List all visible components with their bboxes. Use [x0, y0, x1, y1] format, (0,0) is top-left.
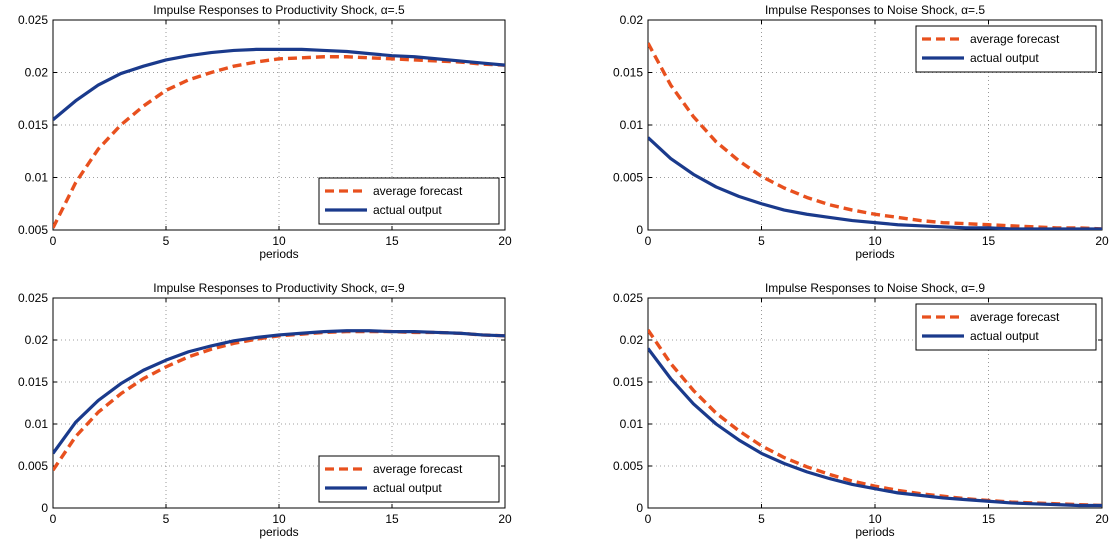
legend-label: average forecast [970, 310, 1060, 324]
x-tick-label: 15 [385, 234, 399, 248]
y-tick-label: 0.02 [620, 333, 644, 347]
y-tick-label: 0 [636, 223, 643, 237]
y-tick-label: 0.02 [25, 333, 49, 347]
x-tick-label: 20 [1095, 512, 1109, 526]
y-tick-label: 0 [636, 501, 643, 515]
x-tick-label: 10 [868, 234, 882, 248]
legend-box [318, 455, 500, 503]
x-tick-label: 10 [272, 512, 286, 526]
legend-box [318, 177, 500, 225]
chart-title: Impulse Responses to Noise Shock, α=.9 [765, 281, 985, 295]
y-tick-label: 0.005 [18, 223, 48, 237]
y-tick-label: 0.015 [613, 375, 643, 389]
chart-2: 0 5 10 15 20 0 0.005 0.01 0.015 0.02 Impulse Respo… [613, 3, 1109, 261]
x-tick-label: 0 [645, 234, 652, 248]
series-line-actual-output [53, 329, 505, 455]
legend: average forecast actual output [318, 177, 500, 225]
chart-1: 0 5 10 15 20 0.005 0.01 0.015 0.02 0.025 Impulse R… [18, 3, 512, 261]
x-tick-label: 15 [385, 512, 399, 526]
y-tick-label: 0.01 [25, 417, 49, 431]
y-tick-label: 0.01 [25, 171, 49, 185]
x-axis-label: periods [259, 525, 298, 539]
y-tick-label: 0.015 [18, 118, 48, 132]
y-tick-label: 0.02 [620, 13, 644, 27]
legend-box [915, 25, 1097, 73]
legend-label: average forecast [373, 462, 463, 476]
series-line-average-forecast [648, 42, 1102, 230]
chart-title: Impulse Responses to Productivity Shock,… [153, 3, 405, 17]
y-tick-label: 0.01 [620, 417, 644, 431]
series-line-actual-output [53, 47, 505, 121]
legend: average forecast actual output [915, 25, 1097, 73]
x-axis-label: periods [259, 247, 298, 261]
y-tick-label: 0.005 [613, 171, 643, 185]
x-tick-label: 5 [163, 512, 170, 526]
y-tick-label: 0.005 [18, 459, 48, 473]
legend-box [915, 303, 1097, 351]
y-tick-label: 0.015 [613, 66, 643, 80]
y-tick-label: 0.025 [18, 291, 48, 305]
x-tick-label: 0 [50, 512, 57, 526]
legend-label: actual output [373, 203, 442, 217]
legend-label: average forecast [373, 184, 463, 198]
y-tick-label: 0.025 [613, 291, 643, 305]
x-axis-label: periods [855, 525, 894, 539]
y-tick-label: 0.005 [613, 459, 643, 473]
chart-3: 0 5 10 15 20 0 0.005 0.01 0.015 0.02 0.025 Impulse … [18, 281, 512, 539]
x-tick-label: 20 [1095, 234, 1109, 248]
legend: average forecast actual output [915, 303, 1097, 351]
y-tick-label: 0 [41, 501, 48, 515]
legend-label: actual output [970, 329, 1039, 343]
y-tick-label: 0.02 [25, 66, 49, 80]
y-tick-label: 0.01 [620, 118, 644, 132]
chart-4: 0 5 10 15 20 0 0.005 0.01 0.015 0.02 0.025 Impulse … [613, 281, 1109, 539]
legend-label: actual output [970, 51, 1039, 65]
series-line-average-forecast [53, 55, 505, 229]
x-axis-label: periods [855, 247, 894, 261]
legend-label: average forecast [970, 32, 1060, 46]
series-line-actual-output [648, 347, 1102, 508]
x-tick-label: 20 [498, 234, 512, 248]
y-tick-label: 0.025 [18, 13, 48, 27]
x-tick-label: 15 [982, 234, 996, 248]
x-tick-label: 0 [50, 234, 57, 248]
x-tick-label: 0 [645, 512, 652, 526]
x-tick-label: 20 [498, 512, 512, 526]
x-tick-label: 10 [272, 234, 286, 248]
series-line-actual-output [648, 136, 1102, 230]
x-tick-label: 5 [758, 512, 765, 526]
x-tick-label: 5 [758, 234, 765, 248]
legend: average forecast actual output [318, 455, 500, 503]
y-tick-label: 0.015 [18, 375, 48, 389]
chart-title: Impulse Responses to Productivity Shock,… [153, 281, 405, 295]
x-tick-label: 10 [868, 512, 882, 526]
chart-title: Impulse Responses to Noise Shock, α=.5 [765, 3, 985, 17]
legend-label: actual output [373, 481, 442, 495]
x-tick-label: 15 [982, 512, 996, 526]
x-tick-label: 5 [163, 234, 170, 248]
